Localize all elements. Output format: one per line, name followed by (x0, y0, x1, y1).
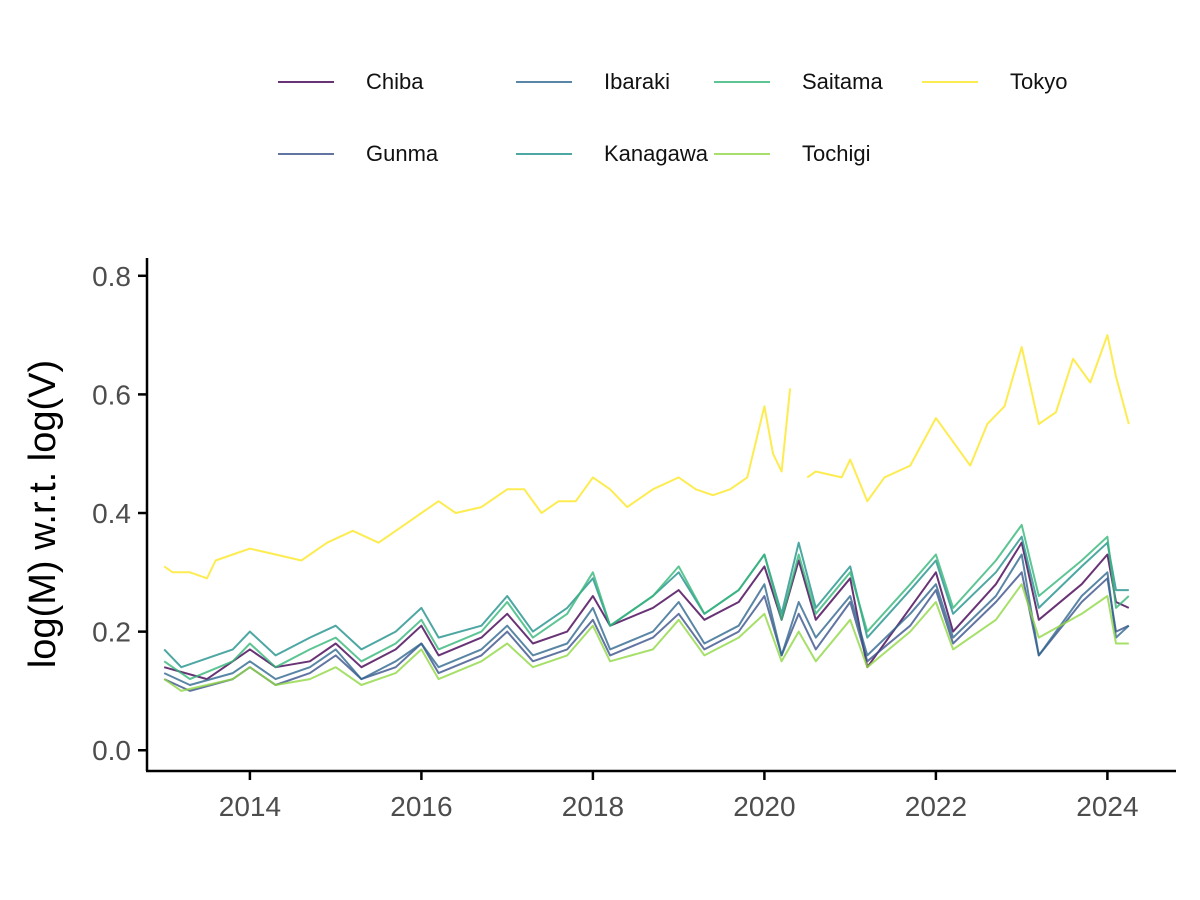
x-tick-label: 2022 (905, 791, 967, 822)
series-line-gunma (163, 571, 1130, 692)
legend-swatch (278, 153, 334, 155)
y-tick-label: 0.2 (92, 617, 131, 648)
legend-label: Kanagawa (604, 141, 708, 166)
legend-label: Saitama (802, 69, 883, 94)
ticks-layer: 0.0 0.2 0.4 0.6 0.8 2014 2016 2018 2020 2022 2024 (92, 261, 1138, 822)
y-tick-label: 0.4 (92, 498, 131, 529)
legend-item-tochigi: Tochigi (714, 139, 870, 169)
x-tick-label: 2024 (1076, 791, 1138, 822)
series-line-chiba (163, 541, 1130, 681)
x-tick-label: 2016 (390, 791, 452, 822)
series-line-tochigi (163, 583, 1129, 692)
legend-label: Chiba (366, 69, 424, 94)
legend-swatch (516, 153, 572, 155)
legend-label: Tochigi (802, 141, 871, 166)
legend-item-saitama: Saitama (714, 67, 883, 97)
x-tick-label: 2014 (219, 791, 281, 822)
y-tick-label: 0.6 (92, 379, 131, 410)
legend-item-ibaraki: Ibaraki (516, 67, 670, 97)
legend-label: Tokyo (1010, 69, 1068, 94)
y-tick-label: 0.0 (92, 735, 131, 766)
legend-swatch (922, 81, 978, 83)
x-tick-label: 2020 (733, 791, 795, 822)
legend-item-gunma: Gunma (278, 139, 438, 169)
x-tick-label: 2018 (562, 791, 624, 822)
legend-item-tokyo: Tokyo (922, 67, 1067, 97)
series-line-saitama (163, 523, 1130, 681)
legend-swatch (278, 81, 334, 83)
series-line-kanagawa (163, 535, 1129, 669)
axes-layer (145, 258, 1176, 773)
legend-swatch (516, 81, 572, 83)
series-line-tokyo (163, 334, 1130, 580)
series-layer (163, 334, 1130, 692)
legend-swatch (714, 153, 770, 155)
series-line-ibaraki (163, 553, 1130, 686)
y-axis-title: log(M) w.r.t. log(V) (22, 360, 64, 668)
legend-item-chiba: Chiba (278, 67, 423, 97)
legend-item-kanagawa: Kanagawa (516, 139, 708, 169)
legend-label: Gunma (366, 141, 439, 166)
legend-label: Ibaraki (604, 69, 671, 94)
legend-swatch (714, 81, 770, 83)
y-tick-label: 0.8 (92, 261, 131, 292)
